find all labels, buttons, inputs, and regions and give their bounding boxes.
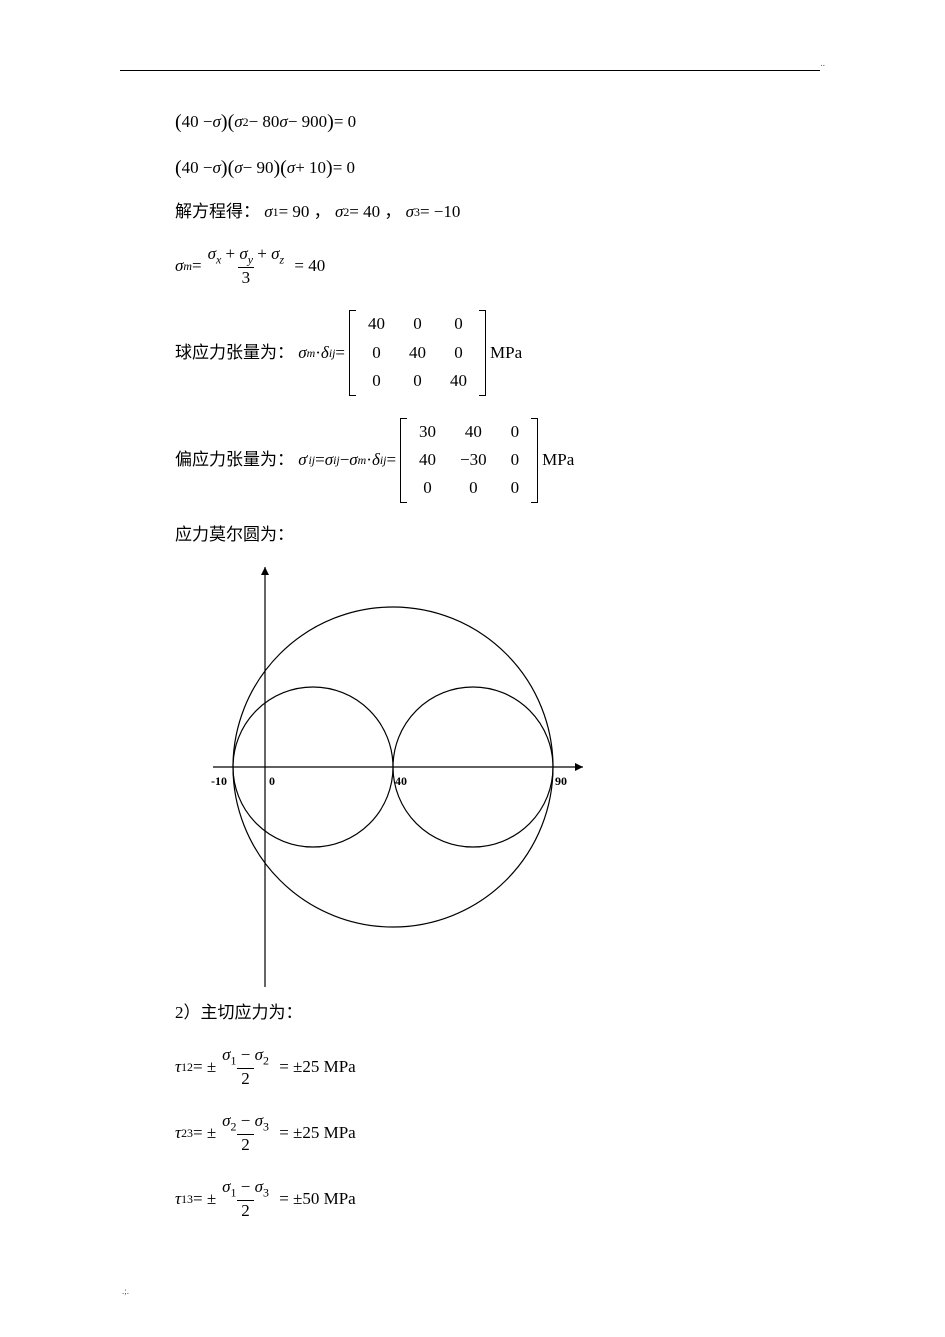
- svg-text:40: 40: [395, 774, 407, 788]
- top-rule: [120, 70, 820, 71]
- svg-text:-10: -10: [211, 774, 227, 788]
- sigma-m-line: σm = σx + σy + σz 3 = 40: [175, 244, 815, 288]
- sigma-m-fraction: σx + σy + σz 3: [204, 244, 289, 288]
- tau13-line: τ13 = ± σ1 − σ3 2 = ±50 MPa: [175, 1177, 815, 1221]
- svg-text:0: 0: [269, 774, 275, 788]
- spherical-tensor-line: 球应力张量为： σm · δij = 4000 0400 0040 MPa: [175, 310, 815, 395]
- svg-text:90: 90: [555, 774, 567, 788]
- tau23-value: = ±25 MPa: [279, 1123, 356, 1143]
- equation-1: (40 − σ)(σ2 − 80σ − 900) = 0: [175, 110, 815, 134]
- tau23-line: τ23 = ± σ2 − σ3 2 = ±25 MPa: [175, 1111, 815, 1155]
- section2-label-line: 2）主切应力为：: [175, 1003, 815, 1023]
- mohr-label: 应力莫尔圆为：: [175, 525, 294, 545]
- mohr-circle-figure: -10 0 40 90: [175, 567, 815, 992]
- deviatoric-unit: MPa: [542, 450, 574, 470]
- spherical-unit: MPa: [490, 343, 522, 363]
- content: (40 − σ)(σ2 − 80σ − 900) = 0 (40 − σ)(σ …: [175, 110, 815, 1243]
- solve-label: 解方程得：: [175, 202, 260, 222]
- corner-dots-tr: ..: [821, 58, 826, 69]
- mohr-circle-svg: -10 0 40 90: [175, 567, 645, 987]
- corner-dots-bl: .;.: [122, 1286, 129, 1297]
- mohr-label-line: 应力莫尔圆为：: [175, 525, 815, 545]
- deviatoric-label: 偏应力张量为：: [175, 450, 294, 470]
- page: .. .;. (40 − σ)(σ2 − 80σ − 900) = 0 (40 …: [0, 0, 945, 1337]
- equation-2: (40 − σ)(σ − 90)(σ + 10) = 0: [175, 156, 815, 180]
- section2-label: 2）主切应力为：: [175, 1003, 303, 1023]
- spherical-label: 球应力张量为：: [175, 343, 294, 363]
- spherical-matrix: 4000 0400 0040: [349, 310, 486, 395]
- tau12-value: = ±25 MPa: [279, 1057, 356, 1077]
- deviatoric-matrix: 30400 40−300 000: [400, 418, 538, 503]
- sigma-m-den: 3: [238, 267, 255, 288]
- deviatoric-tensor-line: 偏应力张量为： σ'ij = σij − σm · δij = 30400 40…: [175, 418, 815, 503]
- tau13-value: = ±50 MPa: [279, 1189, 356, 1209]
- solve-line: 解方程得： σ1 = 90 ， σ2 = 40 ， σ3 = −10: [175, 202, 815, 222]
- tau12-line: τ12 = ± σ1 − σ2 2 = ±25 MPa: [175, 1045, 815, 1089]
